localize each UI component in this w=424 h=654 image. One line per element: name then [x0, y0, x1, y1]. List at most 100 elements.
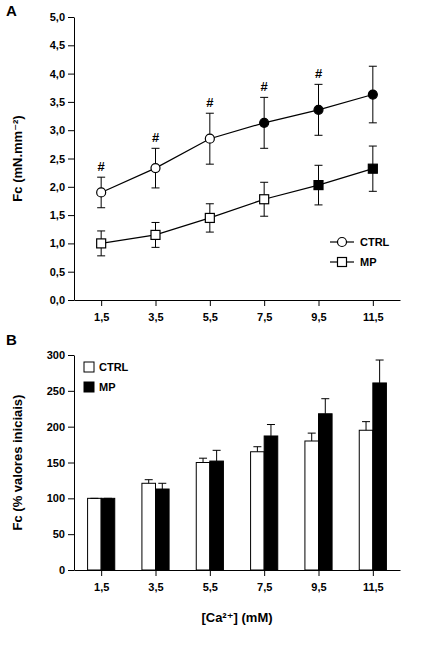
bar	[101, 498, 115, 570]
error-bar-cap	[97, 177, 105, 178]
error-bar-cap	[206, 232, 214, 233]
y-tick-mark	[68, 300, 74, 301]
x-tick-label: 1,5	[94, 581, 109, 593]
error-bar	[104, 498, 112, 499]
y-tick: 0,0	[50, 294, 74, 306]
y-tick: 200	[47, 421, 74, 433]
y-tick-label: 4,5	[50, 39, 65, 51]
error-bar-cap	[152, 187, 160, 188]
legend-label: CTRL	[360, 236, 390, 248]
error-bar-cap	[260, 148, 268, 149]
y-tick-label: 200	[47, 421, 65, 433]
y-tick-label: 0,0	[50, 294, 65, 306]
error-bar-cap	[260, 216, 268, 217]
y-tick-mark	[68, 243, 74, 244]
error-bar	[321, 399, 329, 414]
legend-entry: CTRL	[330, 236, 390, 248]
bar	[142, 483, 156, 570]
legend-marker	[338, 238, 347, 247]
x-axis: 1,53,55,57,59,511,5	[75, 570, 401, 593]
error-bar	[376, 360, 384, 383]
y-tick-mark	[68, 391, 74, 392]
legend: CTRL MP	[330, 236, 390, 268]
x-tick-mark	[319, 300, 320, 306]
error-bar-cap	[213, 450, 221, 451]
y-tick-mark	[68, 45, 74, 46]
panel-title: A	[6, 2, 17, 19]
error-bar-stem	[325, 399, 326, 414]
error-bar-cap	[206, 203, 214, 204]
y-tick-label: 100	[47, 492, 65, 504]
bar	[88, 498, 102, 570]
error-bar-cap	[315, 84, 323, 85]
bar	[319, 414, 333, 570]
error-bar-cap	[315, 165, 323, 166]
x-tick-mark	[101, 300, 102, 306]
y-tick-mark	[68, 463, 74, 464]
y-tick-label: 1,5	[50, 209, 65, 221]
y-tick-label: 0	[59, 564, 65, 576]
bar	[305, 441, 319, 570]
error-bar-cap	[90, 498, 98, 499]
bar-series	[101, 360, 386, 570]
legend-marker	[338, 258, 347, 267]
error-bar-stem	[162, 483, 163, 489]
y-tick-mark	[68, 498, 74, 499]
error-bar	[206, 204, 214, 232]
error-bar-cap	[308, 433, 316, 434]
annotation: #	[98, 159, 106, 174]
marker	[205, 213, 214, 222]
y-tick-label: 150	[47, 457, 65, 469]
x-tick-mark	[373, 570, 374, 576]
y-tick: 250	[47, 385, 74, 397]
error-bar	[206, 113, 214, 164]
y-tick-mark	[68, 272, 74, 273]
y-tick-label: 0,5	[50, 266, 65, 278]
error-bar	[315, 165, 323, 205]
x-tick: 3,5	[148, 570, 163, 593]
error-bar-cap	[369, 66, 377, 67]
y-tick-mark	[68, 215, 74, 216]
bar	[156, 489, 170, 570]
x-tick-mark	[319, 570, 320, 576]
legend-entry: MP	[84, 381, 116, 393]
y-tick-label: 5,0	[50, 11, 65, 23]
x-tick-label: 5,5	[203, 581, 218, 593]
y-axis: 0,00,51,01,52,02,53,03,54,04,55,0	[50, 11, 75, 306]
error-bar	[199, 458, 207, 462]
bar	[264, 436, 278, 570]
x-tick: 7,5	[257, 570, 272, 593]
annotation: #	[206, 95, 214, 110]
legend: CTRLMP	[84, 361, 129, 393]
marker	[97, 239, 106, 248]
error-bar-stem	[216, 450, 217, 461]
error-bar-cap	[369, 122, 377, 123]
error-bar-cap	[362, 421, 370, 422]
error-bar-cap	[152, 247, 160, 248]
error-bar	[260, 97, 268, 148]
series-line	[101, 95, 373, 193]
x-tick-label: 9,5	[311, 581, 326, 593]
legend-entry: MP	[330, 256, 377, 268]
y-tick-label: 4,0	[50, 68, 65, 80]
legend-swatch	[84, 362, 94, 372]
x-tick: 5,5	[203, 300, 218, 323]
x-axis-title: [Ca²⁺] (mM)	[201, 610, 272, 625]
error-bar	[362, 422, 370, 431]
chart-0: 0,00,51,01,52,02,53,03,54,04,55,01,53,55…	[6, 2, 401, 323]
plot-marks	[88, 360, 387, 570]
y-tick-mark	[68, 130, 74, 131]
x-tick: 1,5	[94, 300, 109, 323]
y-axis-line	[74, 356, 75, 571]
marker	[368, 90, 377, 99]
legend-label: MP	[99, 381, 116, 393]
marker	[151, 164, 160, 173]
y-tick: 4,5	[50, 39, 74, 51]
x-tick-mark	[264, 570, 265, 576]
x-tick: 11,5	[363, 300, 384, 323]
y-tick: 5,0	[50, 11, 74, 23]
y-tick-mark	[68, 187, 74, 188]
x-tick: 9,5	[311, 570, 326, 593]
error-bar-cap	[158, 483, 166, 484]
x-tick-label: 3,5	[148, 311, 163, 323]
